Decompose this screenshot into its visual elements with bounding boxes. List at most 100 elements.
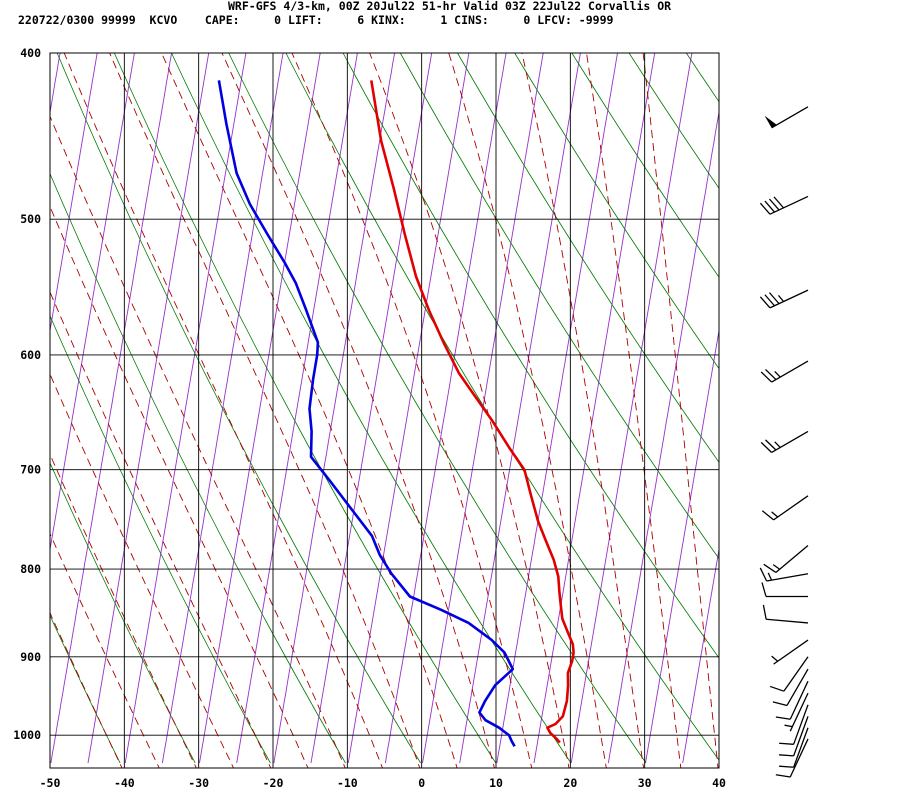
isotherm-line <box>50 53 173 764</box>
temperature-profile-line <box>370 80 575 744</box>
wind-barb-half-feather <box>772 564 781 570</box>
wind-barb-feather <box>761 582 767 597</box>
x-tick-label: 10 <box>489 776 503 790</box>
wind-barb <box>762 604 809 624</box>
moist-adiabat-line <box>50 532 160 768</box>
wind-barb <box>784 692 809 732</box>
dry-adiabat-line <box>571 53 719 278</box>
wind-barb-half-feather <box>771 511 779 518</box>
wind-barb-feather <box>765 368 777 381</box>
wind-barb-feather <box>779 742 794 745</box>
wind-barb-half-feather <box>771 655 779 662</box>
x-tick-label: 30 <box>638 776 652 790</box>
dry-adiabat-line <box>50 172 346 764</box>
isotherm-line <box>384 53 507 764</box>
wind-barb <box>771 639 809 665</box>
moist-adiabat-line <box>161 53 458 768</box>
wind-barb <box>761 582 808 598</box>
isotherm-line <box>570 53 693 764</box>
wind-barbs <box>759 106 809 778</box>
isotherm-line <box>794 53 900 763</box>
moist-adiabat-line <box>109 53 421 768</box>
wind-barb-feather <box>765 439 777 451</box>
wind-barb <box>760 430 809 454</box>
wind-barb-staff <box>771 430 809 454</box>
x-tick-label: -20 <box>263 776 284 790</box>
dry-adiabat-line <box>50 314 271 764</box>
wind-barb <box>772 668 809 707</box>
wind-barb-feather <box>779 754 794 757</box>
wind-barb-feather <box>763 563 777 573</box>
dry-adiabat-line <box>228 53 647 764</box>
moist-adiabat-line <box>50 373 234 768</box>
wind-barb <box>764 106 809 129</box>
wind-barb-staff <box>766 618 809 624</box>
wind-barb-feather <box>762 604 767 620</box>
moist-adiabat-line <box>642 53 719 768</box>
wind-barb-feather <box>773 196 785 209</box>
dry-adiabat-line <box>801 53 900 763</box>
wind-barb-pennant <box>764 115 777 128</box>
x-tick-label: 20 <box>563 776 577 790</box>
wind-barb <box>779 727 809 768</box>
wind-barb-feather <box>759 202 771 215</box>
dry-adiabat-line <box>457 53 719 463</box>
isotherm-line <box>607 109 719 764</box>
moist-adiabat-line <box>50 611 123 768</box>
wind-barb-feather <box>775 716 791 720</box>
dry-adiabat-line <box>171 53 572 764</box>
wind-barb-feather <box>759 567 768 582</box>
dry-adiabat-line <box>113 53 497 764</box>
wind-barb-feather <box>769 685 785 692</box>
dry-adiabat-line <box>628 53 719 190</box>
isotherm-line <box>459 53 581 764</box>
isotherm-line <box>87 53 210 764</box>
wind-barb-feather <box>764 294 775 307</box>
isotherm-line <box>682 546 719 764</box>
pressure-tick-label: 1000 <box>13 728 41 742</box>
wind-barb-feather <box>768 198 780 211</box>
moist-adiabat-line <box>50 205 309 768</box>
pressure-tick-label: 400 <box>20 46 41 60</box>
moist-adiabat-line <box>50 453 197 768</box>
moist-adiabat-line <box>586 53 682 768</box>
isotherm-line <box>310 53 433 764</box>
moist-adiabat-line <box>50 115 346 768</box>
wind-barb-staff <box>789 680 809 720</box>
x-tick-label: -40 <box>114 776 135 790</box>
isotherm-line <box>757 53 878 763</box>
wind-barb-half-feather <box>767 572 773 581</box>
wind-barb-staff <box>793 727 809 768</box>
moist-adiabat-line <box>448 53 607 768</box>
wind-barb-feather <box>772 701 788 707</box>
moist-adiabat-line <box>221 53 495 768</box>
wind-barb-staff <box>789 692 809 732</box>
wind-barb <box>775 738 809 778</box>
wind-barb-feather <box>760 371 773 383</box>
wind-barb <box>779 704 809 745</box>
wind-barb-staff <box>789 738 809 778</box>
isotherm-line <box>50 53 98 334</box>
wind-barb-feather <box>764 200 775 213</box>
isotherm-line <box>236 53 358 764</box>
temperature-axis: -50 -40 -30 -20 -10 0 10 20 30 40 <box>40 776 726 790</box>
wind-barb-staff <box>773 639 809 665</box>
wind-barb-feather <box>768 292 780 305</box>
moist-adiabat-line <box>369 53 570 768</box>
wind-barb <box>759 289 809 309</box>
isotherm-line <box>347 53 470 764</box>
dry-adiabat-line <box>342 53 719 659</box>
isotherm-line <box>533 53 656 764</box>
wind-barb-half-feather <box>774 441 781 448</box>
station-indices-line: 220722/0300 99999 KCVO CAPE: 0 LIFT: 6 K… <box>18 13 614 27</box>
wind-barb <box>759 567 809 582</box>
pressure-axis: 400 500 600 700 800 900 1000 <box>13 46 41 742</box>
wind-barb-staff <box>769 195 809 215</box>
wind-barb-staff <box>771 106 809 129</box>
wind-barb-staff <box>793 704 809 745</box>
wind-barb-feather <box>760 441 773 453</box>
wind-barb <box>769 656 809 692</box>
dry-adiabat-line <box>514 53 719 370</box>
background-lines <box>50 53 900 768</box>
